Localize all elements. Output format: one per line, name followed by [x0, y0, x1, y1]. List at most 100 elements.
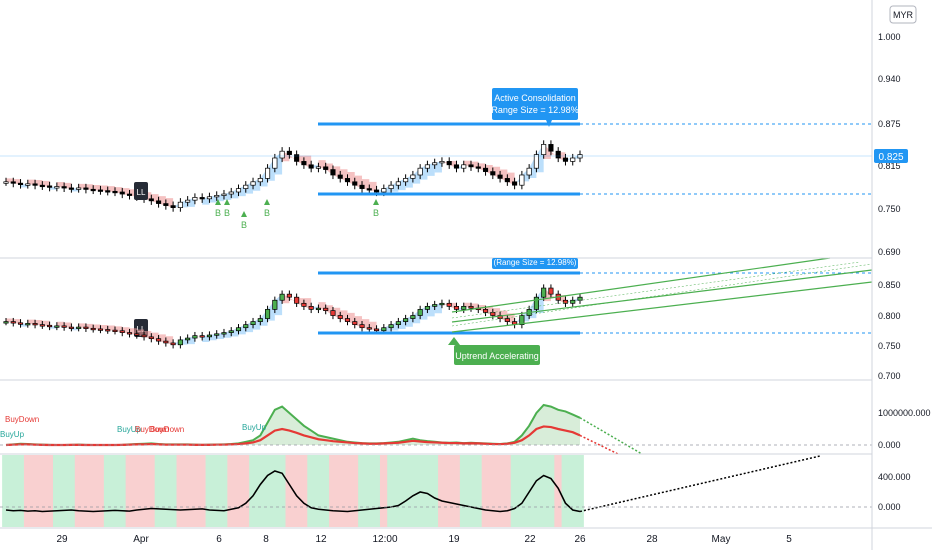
- candle-body: [504, 178, 510, 183]
- oscillator-bg-bar: [401, 455, 410, 527]
- channel-line: [451, 257, 831, 313]
- candle-body: [105, 329, 111, 332]
- oscillator-bg-bar: [270, 455, 279, 527]
- candle-body: [395, 321, 401, 326]
- candle-body: [170, 342, 176, 346]
- oscillator-bg-bar: [23, 455, 32, 527]
- candle-body: [519, 174, 525, 186]
- candle-body: [61, 325, 67, 328]
- oscillator-bg-bar: [241, 455, 250, 527]
- pane-2[interactable]: LL: [3, 257, 873, 349]
- candle-body: [388, 184, 394, 189]
- consolidation-callout: Active Consolidation (Range Size = 12.98…: [488, 88, 582, 127]
- candle-body: [533, 154, 539, 169]
- candle-body: [468, 164, 474, 168]
- candle-body: [126, 332, 133, 335]
- candle-body: [374, 189, 380, 193]
- candle-body: [562, 157, 569, 162]
- pane-1[interactable]: LLB BBB B: [0, 122, 872, 230]
- candle-body: [221, 332, 227, 335]
- candle-body: [206, 334, 212, 338]
- oscillator-bg-bar: [249, 455, 257, 527]
- candle-body: [235, 327, 242, 332]
- x-tick-label: Apr: [133, 534, 149, 545]
- oscillator-bg-bar: [234, 455, 243, 527]
- price-axis[interactable]: 1.000 0.940 0.875 0.815 0.750 0.690 0.850 0.800…: [878, 32, 931, 512]
- x-tick-label: 28: [646, 534, 658, 545]
- channel-line: [451, 261, 861, 319]
- candle-body: [344, 318, 351, 322]
- oscillator-bg-bar: [183, 455, 192, 527]
- candle-body: [381, 188, 387, 193]
- oscillator-bg-bar: [263, 455, 272, 527]
- candle-body: [10, 181, 16, 184]
- oscillator-bg-bar: [336, 455, 345, 527]
- oscillator-bg-bar: [74, 455, 83, 527]
- oscillator-bg-bar: [300, 455, 308, 527]
- candle-body: [17, 182, 24, 186]
- candle-body: [323, 166, 329, 170]
- candle-body: [541, 287, 547, 298]
- candle-body: [185, 199, 191, 203]
- candle-body: [76, 187, 82, 190]
- candle-body: [156, 200, 162, 204]
- oscillator-bg-bar: [561, 455, 570, 527]
- candle-body: [68, 326, 74, 329]
- candle-body: [54, 186, 60, 189]
- signal-label: BuyDown: [150, 425, 184, 434]
- pane-backgrounds: [2, 455, 584, 527]
- candle-body: [432, 304, 438, 307]
- candle-body: [148, 198, 154, 202]
- candle-body: [555, 150, 561, 159]
- candle-body: [61, 186, 67, 189]
- candle-body: [25, 323, 31, 326]
- y-tick-label: 0.875: [878, 119, 901, 129]
- oscillator-projection: [579, 455, 821, 513]
- y-tick-label: 0.750: [878, 341, 901, 351]
- oscillator-bg-bar: [379, 455, 388, 527]
- oscillator-bg-bar: [227, 455, 236, 527]
- candle-body: [3, 321, 9, 324]
- y-tick-label: 1.000: [878, 32, 901, 42]
- candle-body: [541, 144, 547, 155]
- candle-body: [185, 337, 191, 341]
- candle-body: [214, 333, 220, 336]
- ema-ribbon-segment: [194, 197, 203, 199]
- candle-body: [482, 167, 489, 172]
- candle-body: [301, 161, 307, 166]
- candle-body: [519, 315, 525, 325]
- pane-oscillator[interactable]: [0, 455, 872, 513]
- currency-badge[interactable]: MYR: [889, 5, 917, 24]
- oscillator-bg-bar: [45, 455, 54, 527]
- buy-marker-label: B: [373, 208, 379, 218]
- signal-label: BuyDown: [5, 415, 39, 424]
- time-axis[interactable]: 29 Apr 6 8 12 12:00 19 22 26 28 May 5: [56, 534, 792, 545]
- candle-body: [32, 323, 38, 326]
- ll-label: LL: [137, 325, 146, 334]
- candle-body: [504, 318, 510, 322]
- candle-body: [90, 327, 96, 331]
- signal-label: BuyUp: [242, 423, 267, 432]
- oscillator-bg-bar: [517, 455, 526, 527]
- candle-body: [10, 321, 16, 324]
- candle-body: [83, 326, 89, 329]
- candle-body: [453, 306, 460, 310]
- candle-body: [192, 197, 198, 201]
- oscillator-bg-bar: [358, 455, 366, 527]
- oscillator-bg-bar: [118, 455, 127, 527]
- signal-label: BuyUp: [0, 430, 25, 439]
- buy-marker-triangle: [264, 199, 270, 205]
- ll-badge: [134, 182, 148, 200]
- candle-body: [461, 164, 467, 169]
- candle-body: [177, 201, 183, 208]
- y-tick-label: 0.940: [878, 74, 901, 84]
- candle-body: [214, 195, 220, 198]
- candle-body: [468, 306, 474, 309]
- candle-body: [265, 167, 271, 179]
- oscillator-bg-bar: [350, 455, 359, 527]
- oscillator-bg-bar: [198, 455, 207, 527]
- x-tick-label: 6: [216, 534, 222, 545]
- channel-line: [451, 263, 873, 327]
